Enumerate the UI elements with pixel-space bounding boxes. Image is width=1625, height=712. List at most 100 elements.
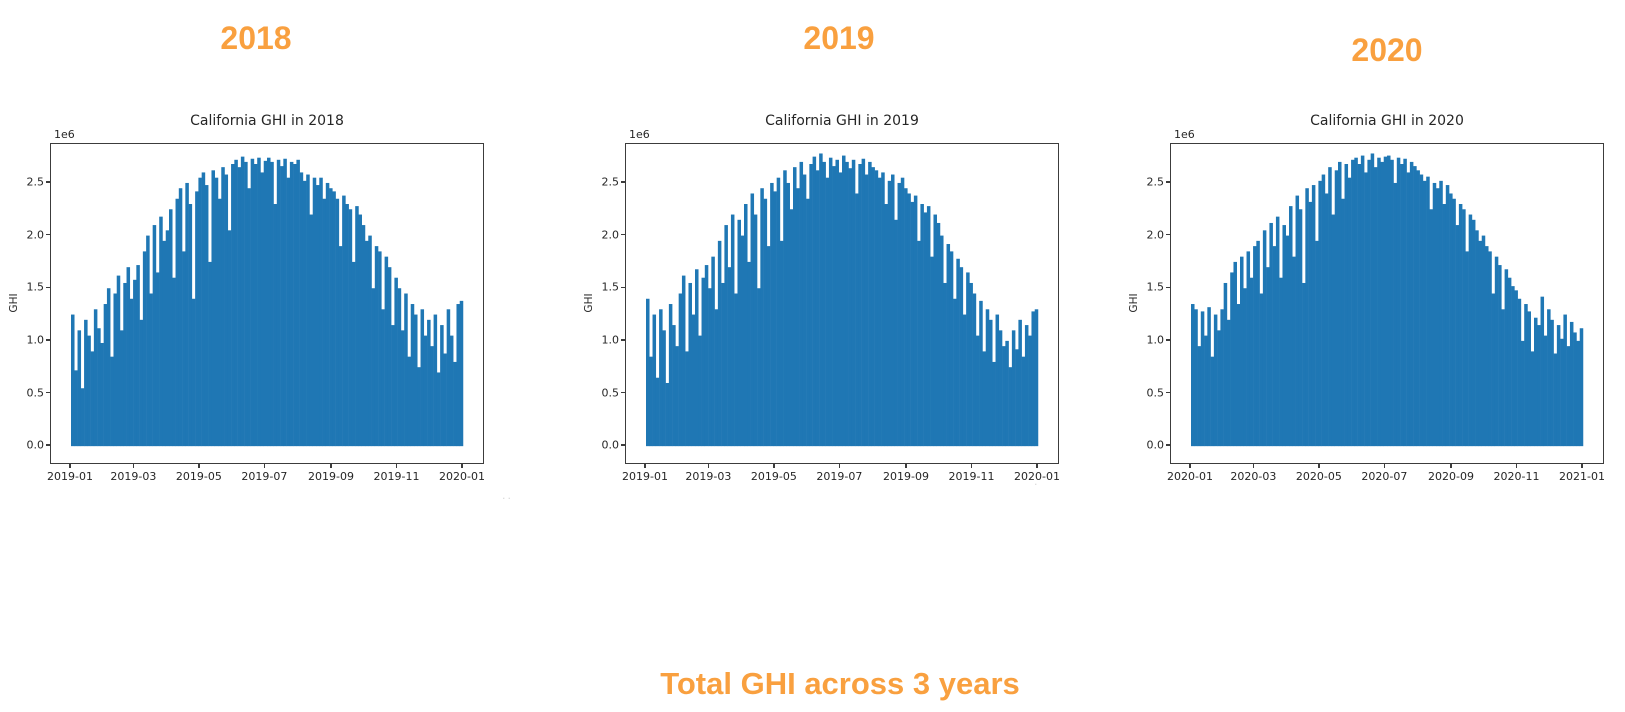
ghi-bars <box>646 153 1039 447</box>
x-tick-mark <box>1318 463 1320 468</box>
x-tick-label: 2020-01 <box>439 470 485 483</box>
y-axis-label: GHI <box>583 293 595 313</box>
x-tick-mark <box>970 463 973 468</box>
x-tick-label: 2019-01 <box>47 470 93 483</box>
y-tick-mark <box>621 391 625 394</box>
smudge-artifact: ·· <box>502 492 513 505</box>
x-tick-label: 2020-05 <box>1295 470 1342 483</box>
plot-area <box>625 143 1059 464</box>
y-axis-offset-label: 1e6 <box>54 128 75 141</box>
x-tick-label: 2019-03 <box>685 470 732 483</box>
x-tick-mark <box>198 463 200 468</box>
y-tick-label: 1.5 <box>1146 280 1165 294</box>
x-tick-mark <box>395 463 398 468</box>
y-tick-label: 2.0 <box>1146 228 1165 242</box>
x-tick-label: 2019-09 <box>882 470 929 483</box>
x-tick-mark <box>263 463 266 468</box>
y-tick-label: 0.5 <box>601 386 620 399</box>
plot-area <box>1170 143 1604 464</box>
chart-title: California GHI in 2018 <box>190 113 344 129</box>
y-tick-label: 2.5 <box>26 175 45 189</box>
y-tick-label: 1.0 <box>26 333 45 347</box>
y-tick-mark <box>46 233 50 236</box>
x-tick-label: 2020-01 <box>1167 470 1213 483</box>
x-tick-label: 2019-03 <box>110 470 157 483</box>
chart-title: California GHI in 2019 <box>765 113 919 129</box>
ghi-bars <box>71 156 464 447</box>
y-tick-mark <box>1166 444 1170 446</box>
plot-area <box>50 143 484 464</box>
y-tick-label: 2.5 <box>1146 175 1165 189</box>
y-tick-label: 1.5 <box>26 280 45 294</box>
y-tick-mark <box>46 339 50 341</box>
y-tick-label: 2.5 <box>601 175 620 189</box>
y-tick-mark <box>1166 286 1170 288</box>
x-tick-mark <box>707 463 710 468</box>
x-tick-mark <box>1252 463 1255 468</box>
y-tick-mark <box>621 233 625 236</box>
x-tick-label: 2021-01 <box>1559 470 1605 483</box>
x-tick-label: 2020-09 <box>1427 470 1474 483</box>
figure-2020: California GHI in 2020 1e6 GHI 0.0 0.5 1.0… <box>1120 105 1625 500</box>
y-axis-label: GHI <box>8 293 20 313</box>
x-tick-mark <box>461 463 463 468</box>
x-tick-label: 2020-11 <box>1493 470 1540 483</box>
x-tick-mark <box>1036 463 1038 468</box>
y-tick-label: 0.0 <box>26 438 45 452</box>
y-tick-mark <box>1166 233 1170 236</box>
x-tick-mark <box>1515 463 1518 468</box>
y-tick-label: 0.5 <box>26 386 45 399</box>
y-tick-label: 0.0 <box>1146 438 1165 452</box>
y-tick-mark <box>1166 339 1170 341</box>
x-tick-label: 2019-11 <box>948 470 995 483</box>
y-axis-offset-label: 1e6 <box>1174 128 1195 141</box>
x-tick-label: 2019-11 <box>373 470 420 483</box>
x-tick-mark <box>773 463 775 468</box>
year-header-2018: 2018 <box>220 20 292 56</box>
chart-title: California GHI in 2020 <box>1310 113 1464 129</box>
y-tick-label: 2.0 <box>601 228 620 242</box>
x-tick-mark <box>1383 463 1386 468</box>
x-tick-label: 2019-01 <box>622 470 668 483</box>
ghi-bars <box>1191 153 1584 447</box>
year-header-2019: 2019 <box>803 20 875 56</box>
y-tick-mark <box>621 339 625 341</box>
y-axis-label: GHI <box>1128 293 1140 313</box>
year-header-2020: 2020 <box>1351 32 1423 68</box>
total-ghi-heading: Total GHI across 3 years <box>660 666 1020 701</box>
x-tick-label: 2020-03 <box>1230 470 1277 483</box>
y-tick-mark <box>46 181 50 183</box>
x-tick-mark <box>1189 463 1191 468</box>
y-tick-mark <box>46 286 50 288</box>
x-tick-mark <box>330 463 332 468</box>
x-tick-label: 2019-07 <box>241 470 288 483</box>
y-tick-label: 0.5 <box>1146 386 1165 399</box>
figure-2019: California GHI in 2019 1e6 GHI 0.0 0.5 1.0… <box>575 105 1130 500</box>
y-tick-mark <box>621 286 625 288</box>
x-tick-mark <box>905 463 907 468</box>
y-tick-label: 1.0 <box>1146 333 1165 347</box>
y-tick-label: 2.0 <box>26 228 45 242</box>
y-tick-mark <box>46 391 50 394</box>
y-tick-label: 1.5 <box>601 280 620 294</box>
x-tick-label: 2019-07 <box>816 470 863 483</box>
x-tick-mark <box>644 463 646 468</box>
x-tick-mark <box>838 463 841 468</box>
y-tick-mark <box>46 444 50 446</box>
figure-2018: California GHI in 2018 1e6 GHI 0.0 0.5 1.0… <box>0 105 555 500</box>
x-tick-label: 2020-07 <box>1361 470 1408 483</box>
y-axis-offset-label: 1e6 <box>629 128 650 141</box>
y-tick-label: 1.0 <box>601 333 620 347</box>
y-tick-mark <box>1166 391 1170 394</box>
x-tick-label: 2019-05 <box>750 470 797 483</box>
x-tick-mark <box>69 463 71 468</box>
y-tick-label: 0.0 <box>601 438 620 452</box>
y-tick-mark <box>1166 181 1170 183</box>
x-tick-mark <box>132 463 135 468</box>
y-tick-mark <box>621 444 625 446</box>
x-tick-label: 2019-09 <box>307 470 354 483</box>
smudge-artifact: · <box>1034 478 1040 491</box>
x-tick-label: 2019-05 <box>175 470 222 483</box>
x-tick-mark <box>1450 463 1452 468</box>
